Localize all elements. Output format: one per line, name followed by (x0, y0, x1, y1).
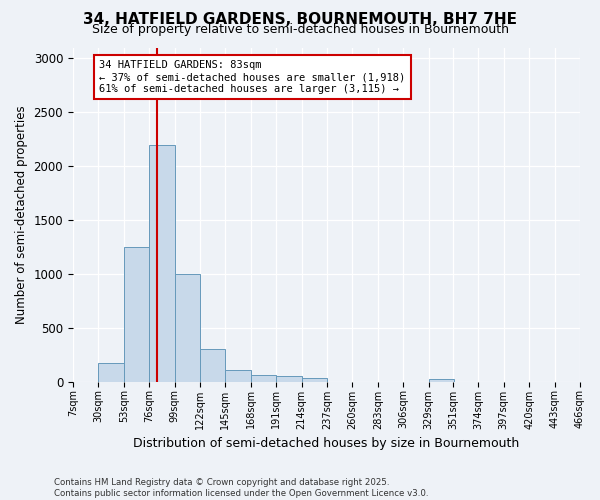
Text: Contains HM Land Registry data © Crown copyright and database right 2025.
Contai: Contains HM Land Registry data © Crown c… (54, 478, 428, 498)
X-axis label: Distribution of semi-detached houses by size in Bournemouth: Distribution of semi-detached houses by … (133, 437, 520, 450)
Text: 34 HATFIELD GARDENS: 83sqm
← 37% of semi-detached houses are smaller (1,918)
61%: 34 HATFIELD GARDENS: 83sqm ← 37% of semi… (100, 60, 406, 94)
Bar (226, 370, 251, 382)
Bar (251, 375, 276, 382)
Bar (175, 274, 200, 382)
Bar (149, 144, 175, 382)
Bar (302, 378, 327, 382)
Y-axis label: Number of semi-detached properties: Number of semi-detached properties (15, 106, 28, 324)
Bar (98, 363, 124, 382)
Bar (276, 376, 302, 382)
Text: 34, HATFIELD GARDENS, BOURNEMOUTH, BH7 7HE: 34, HATFIELD GARDENS, BOURNEMOUTH, BH7 7… (83, 12, 517, 26)
Bar (124, 247, 149, 382)
Bar (428, 379, 454, 382)
Bar (200, 350, 226, 382)
Text: Size of property relative to semi-detached houses in Bournemouth: Size of property relative to semi-detach… (91, 24, 509, 36)
